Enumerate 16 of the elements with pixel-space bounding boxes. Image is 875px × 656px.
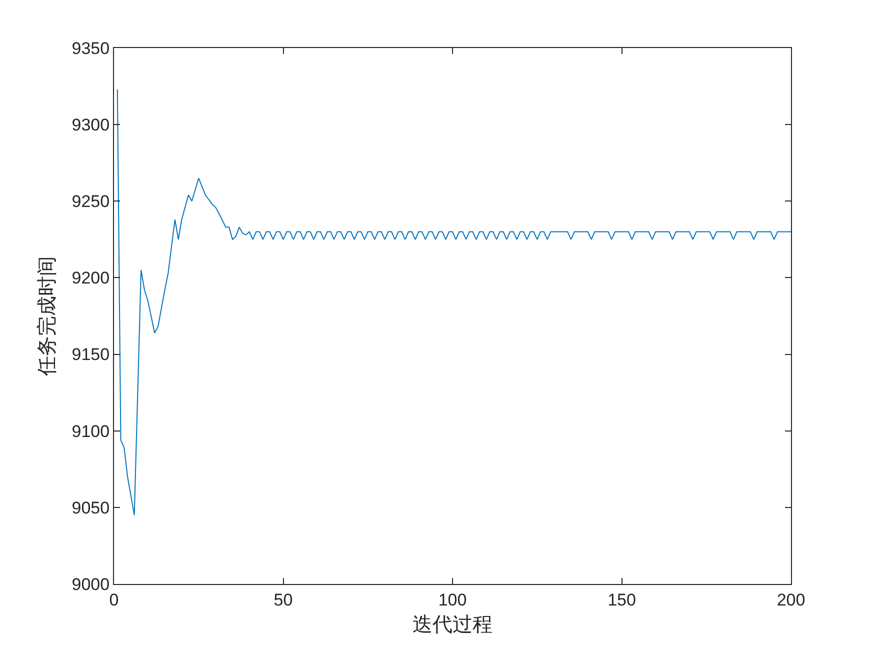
- x-axis-title: 迭代过程: [412, 614, 492, 636]
- x-tick-label: 0: [109, 590, 119, 610]
- y-tick-label: 9100: [72, 422, 110, 441]
- y-tick-label: 9000: [72, 574, 110, 594]
- line-series: [116, 88, 791, 516]
- y-tick-label: 9200: [72, 268, 110, 288]
- x-tick-label: 200: [776, 590, 806, 610]
- y-tick-label: 9250: [72, 192, 110, 212]
- x-tick-label: 50: [274, 590, 293, 610]
- y-axis-title: 任务完成时间: [35, 256, 58, 377]
- x-tick-label: 150: [608, 590, 636, 610]
- y-tick-label: 9350: [72, 38, 110, 58]
- y-tick-label: 9300: [72, 116, 110, 135]
- x-tick-label: 100: [438, 590, 467, 610]
- y-tick-label: 9150: [72, 345, 110, 364]
- y-tick-label: 9050: [72, 498, 110, 518]
